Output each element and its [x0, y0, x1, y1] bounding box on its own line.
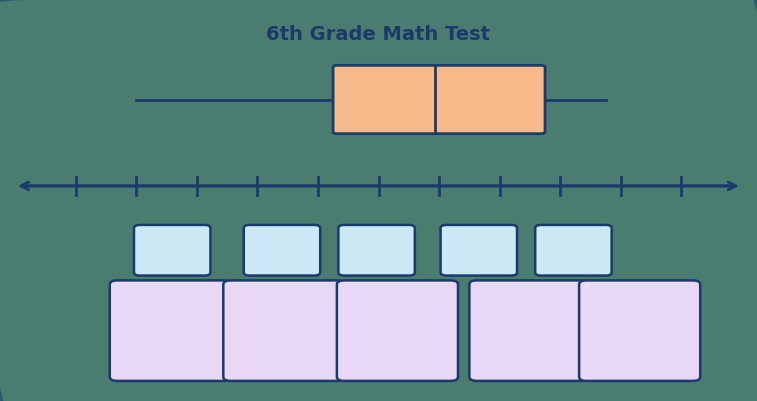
- FancyBboxPatch shape: [579, 281, 700, 381]
- FancyBboxPatch shape: [469, 281, 590, 381]
- FancyBboxPatch shape: [223, 281, 344, 381]
- FancyBboxPatch shape: [337, 281, 458, 381]
- FancyBboxPatch shape: [441, 225, 517, 276]
- Text: 6th Grade Math Test: 6th Grade Math Test: [266, 24, 491, 44]
- FancyBboxPatch shape: [110, 281, 231, 381]
- FancyBboxPatch shape: [535, 225, 612, 276]
- FancyBboxPatch shape: [134, 225, 210, 276]
- FancyBboxPatch shape: [244, 225, 320, 276]
- FancyBboxPatch shape: [333, 66, 545, 134]
- FancyBboxPatch shape: [338, 225, 415, 276]
